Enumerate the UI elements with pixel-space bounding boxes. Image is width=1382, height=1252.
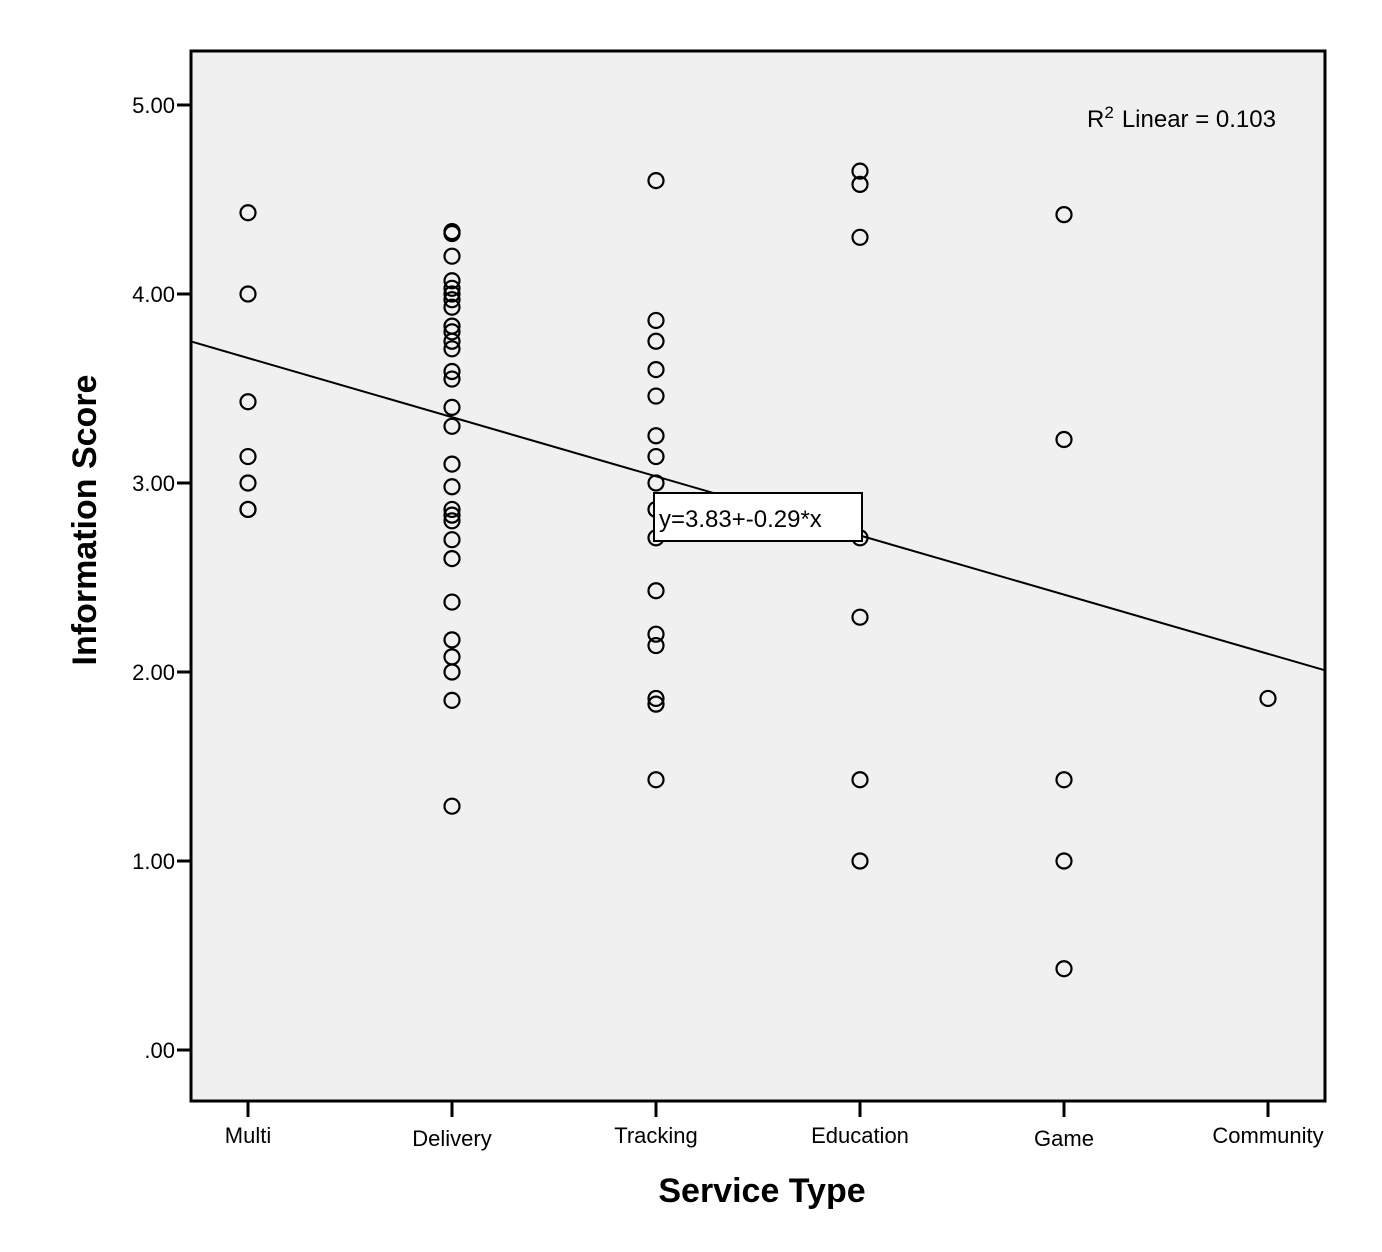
data-point — [647, 695, 665, 713]
data-point — [851, 771, 869, 789]
data-point — [851, 162, 869, 180]
data-point — [443, 506, 461, 524]
y-tick-label: 5.00 — [132, 93, 175, 118]
x-tick-label: Game — [1034, 1126, 1094, 1151]
data-point — [647, 474, 665, 492]
y-tick-label: .00 — [144, 1038, 175, 1063]
equation-label: y=3.83+-0.29*x — [653, 492, 863, 542]
data-point — [443, 512, 461, 530]
x-axis: Multi Delivery Tracking Education Game Commun… — [225, 1101, 1324, 1151]
data-point — [647, 689, 665, 708]
data-point — [647, 311, 665, 330]
plot-frame — [189, 49, 1327, 1103]
r2-letter: R — [1087, 106, 1104, 133]
data-point — [647, 332, 665, 350]
data-point — [851, 228, 869, 246]
data-point — [1055, 430, 1073, 449]
data-point — [647, 172, 665, 190]
data-point — [1259, 689, 1277, 708]
data-point — [239, 474, 257, 492]
data-point — [1055, 960, 1073, 978]
data-point — [851, 175, 869, 193]
equation-box — [653, 492, 863, 542]
data-point — [443, 663, 461, 681]
data-point — [443, 370, 461, 388]
y-axis-title: Information Score — [66, 375, 104, 666]
data-point — [443, 500, 461, 519]
y-tick-label: 4.00 — [132, 282, 175, 307]
r2-superscript: 2 — [1104, 103, 1113, 122]
data-point — [443, 298, 461, 316]
data-point — [239, 204, 257, 222]
y-axis: .00 1.00 2.00 3.00 4.00 5.00 — [132, 93, 191, 1063]
data-point — [647, 582, 665, 600]
data-point — [443, 455, 461, 473]
plot-area — [191, 51, 1325, 1101]
data-point — [443, 549, 461, 568]
x-tick-label: Delivery — [412, 1126, 491, 1151]
x-tick-label: Multi — [225, 1123, 271, 1148]
data-point — [443, 224, 461, 243]
data-point — [443, 478, 461, 496]
data-point — [239, 393, 257, 411]
data-point — [1055, 206, 1073, 224]
x-tick-label: Tracking — [614, 1123, 698, 1148]
y-tick-label: 3.00 — [132, 471, 175, 496]
data-point — [239, 500, 257, 519]
data-point — [1055, 852, 1073, 870]
data-point — [647, 427, 665, 445]
x-tick-label: Education — [811, 1123, 909, 1148]
data-point — [443, 531, 461, 549]
data-point — [443, 593, 461, 611]
data-point — [443, 291, 461, 309]
data-point — [443, 272, 461, 290]
data-point — [443, 417, 461, 435]
data-point — [443, 398, 461, 416]
data-point — [239, 285, 257, 303]
data-point — [443, 323, 461, 341]
y-tick-label: 2.00 — [132, 660, 175, 685]
data-point — [1055, 771, 1073, 789]
data-point — [443, 797, 461, 815]
data-point — [443, 285, 461, 303]
r2-annotation: R2 Linear = 0.103 — [1087, 103, 1276, 133]
data-point — [851, 608, 869, 626]
x-tick-label: Community — [1212, 1123, 1323, 1148]
data-point — [443, 631, 461, 649]
data-point — [647, 361, 665, 379]
data-point — [647, 447, 665, 466]
data-point — [443, 279, 461, 297]
r2-annotation-text: R2 Linear = 0.103 — [1087, 103, 1276, 133]
x-axis-title: Service Type — [658, 1172, 865, 1210]
data-point — [443, 332, 461, 350]
data-point — [443, 340, 461, 358]
equation-text: y=3.83+-0.29*x — [659, 506, 822, 533]
data-point — [647, 625, 665, 643]
data-point — [647, 636, 665, 655]
data-point — [443, 691, 461, 709]
data-point — [443, 362, 461, 381]
data-point — [239, 447, 257, 466]
y-tick-label: 1.00 — [132, 849, 175, 874]
r2-value: Linear = 0.103 — [1122, 106, 1276, 133]
data-point — [851, 852, 869, 870]
data-point — [647, 771, 665, 789]
data-point — [443, 247, 461, 265]
data-point — [647, 387, 665, 405]
